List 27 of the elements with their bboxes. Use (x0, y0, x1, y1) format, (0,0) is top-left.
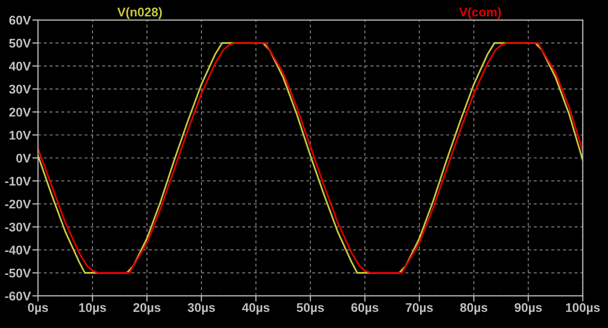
text: V(n028) (117, 7, 162, 19)
x-tick-label: 60µs (351, 303, 378, 314)
y-tick-label: 50V (9, 38, 31, 48)
x-tick-label: 90µs (514, 303, 542, 314)
line-series (38, 42, 583, 274)
x-tick-label: 40µs (242, 303, 270, 314)
y-tick-label: 10V (10, 130, 31, 140)
x-tick-label: 70µs (406, 303, 433, 314)
x-tick-label: 100µs (566, 303, 600, 314)
y-tick-label: -50V (5, 268, 31, 278)
y-tick-label: -30V (5, 222, 31, 232)
x-tick-label: 20µs (133, 303, 160, 314)
y-tick-label: -40V (5, 246, 31, 255)
x-tick-label: 10µs (79, 303, 106, 314)
y-tick-label: -60V (5, 292, 31, 301)
x-tick-label: 50µs (296, 303, 324, 314)
y-tick-label: 20V (9, 108, 31, 117)
y-tick-label: 0V (16, 154, 31, 163)
x-tick-label: 0µs (28, 303, 48, 314)
y-tick-label: -10V (5, 176, 31, 186)
x-tick-label: 80µs (460, 303, 488, 314)
series-label: V(com) (459, 7, 501, 19)
y-tick-label: 60V (9, 16, 31, 25)
y-tick-label: 40V (9, 62, 31, 71)
x-tick-label: 30µs (188, 303, 215, 314)
y-tick-label: 30V (9, 84, 31, 94)
y-tick-label: -20V (5, 200, 31, 209)
